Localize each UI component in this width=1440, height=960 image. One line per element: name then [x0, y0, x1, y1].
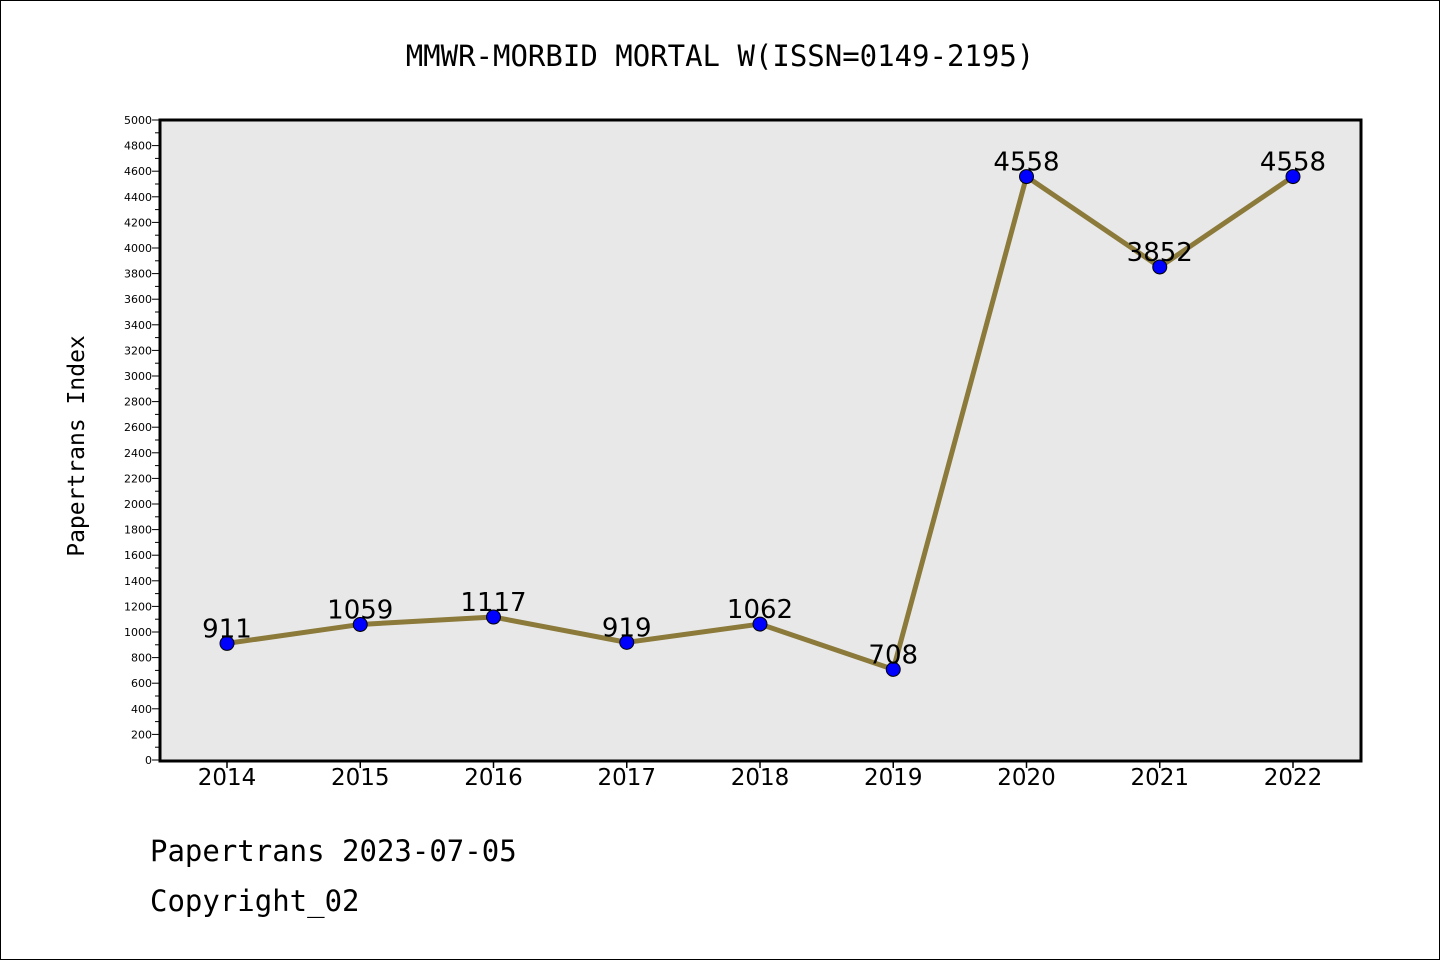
data-label: 4558	[993, 148, 1059, 178]
y-tick-label: 2400	[124, 447, 152, 460]
data-point	[619, 634, 635, 650]
y-tick-label: 3800	[124, 268, 152, 281]
chart-title: MMWR-MORBID MORTAL W(ISSN=0149-2195)	[406, 39, 1035, 73]
x-tick-label: 2015	[331, 765, 390, 791]
data-point	[1285, 169, 1301, 185]
y-tick-label: 3600	[124, 293, 152, 306]
y-tick-label: 2200	[124, 472, 152, 485]
y-tick-label: 3400	[124, 319, 152, 332]
y-tick-label: 800	[131, 652, 152, 665]
footer-date: Papertrans 2023-07-05	[150, 834, 517, 868]
y-tick-label: 400	[131, 703, 152, 716]
y-tick-label: 2800	[124, 396, 152, 409]
data-labels: 911 1059 1117 919 1062 708 4558 3852 4558	[202, 148, 1326, 671]
data-label: 3852	[1127, 238, 1193, 268]
y-tick-label: 1400	[124, 575, 152, 588]
y-tick-label: 4000	[124, 242, 152, 255]
series-line	[219, 169, 1301, 677]
plot-area	[158, 118, 1363, 763]
data-point	[1019, 169, 1034, 185]
y-tick-label: 4400	[124, 191, 152, 204]
x-tick-label: 2017	[597, 765, 656, 791]
data-label: 708	[868, 640, 918, 670]
y-tick-label: 600	[131, 677, 152, 690]
x-axis: 2014 2015 2016 2017 2018 2019 2020 2021 2022	[198, 761, 1323, 791]
data-label: 1117	[460, 588, 526, 618]
y-tick-label: 200	[131, 728, 152, 741]
data-label: 911	[202, 614, 252, 644]
x-tick-label: 2018	[731, 765, 790, 791]
y-tick-label: 4800	[124, 140, 152, 153]
data-point	[1152, 259, 1168, 275]
y-tick-label: 1600	[124, 549, 152, 562]
x-tick-label: 2021	[1130, 765, 1189, 791]
x-tick-label: 2019	[864, 765, 923, 791]
x-tick-label: 2020	[997, 765, 1056, 791]
y-tick-label: 4200	[124, 216, 152, 229]
data-point	[219, 635, 235, 651]
data-label: 4558	[1260, 148, 1326, 178]
x-tick-label: 2014	[198, 765, 257, 791]
y-tick-label: 2000	[124, 498, 152, 511]
y-tick-label: 2600	[124, 421, 152, 434]
data-point	[752, 616, 768, 632]
y-tick-label: 1000	[124, 626, 152, 639]
y-tick-label: 4600	[124, 165, 152, 178]
footer-copyright: Copyright_02	[150, 884, 360, 918]
y-tick-label: 3200	[124, 344, 152, 357]
data-label: 919	[602, 613, 652, 643]
y-tick-label: 0	[145, 754, 152, 767]
x-tick-label: 2016	[464, 765, 523, 791]
y-tick-label: 1200	[124, 600, 152, 613]
data-point	[486, 609, 501, 625]
x-tick-label: 2022	[1264, 765, 1323, 791]
data-point	[352, 616, 368, 632]
data-label: 1059	[327, 595, 393, 625]
y-tick-label: 5000	[124, 114, 152, 127]
y-axis-label: Papertrans Index	[64, 335, 90, 557]
y-tick-label: 1800	[124, 524, 152, 537]
y-tick-label: 3000	[124, 370, 152, 383]
data-point	[885, 661, 901, 677]
data-label: 1062	[727, 595, 793, 625]
y-axis: 0 200 400 600 800 1000 1200 1400 1600 1800 2000 220…	[124, 114, 160, 767]
